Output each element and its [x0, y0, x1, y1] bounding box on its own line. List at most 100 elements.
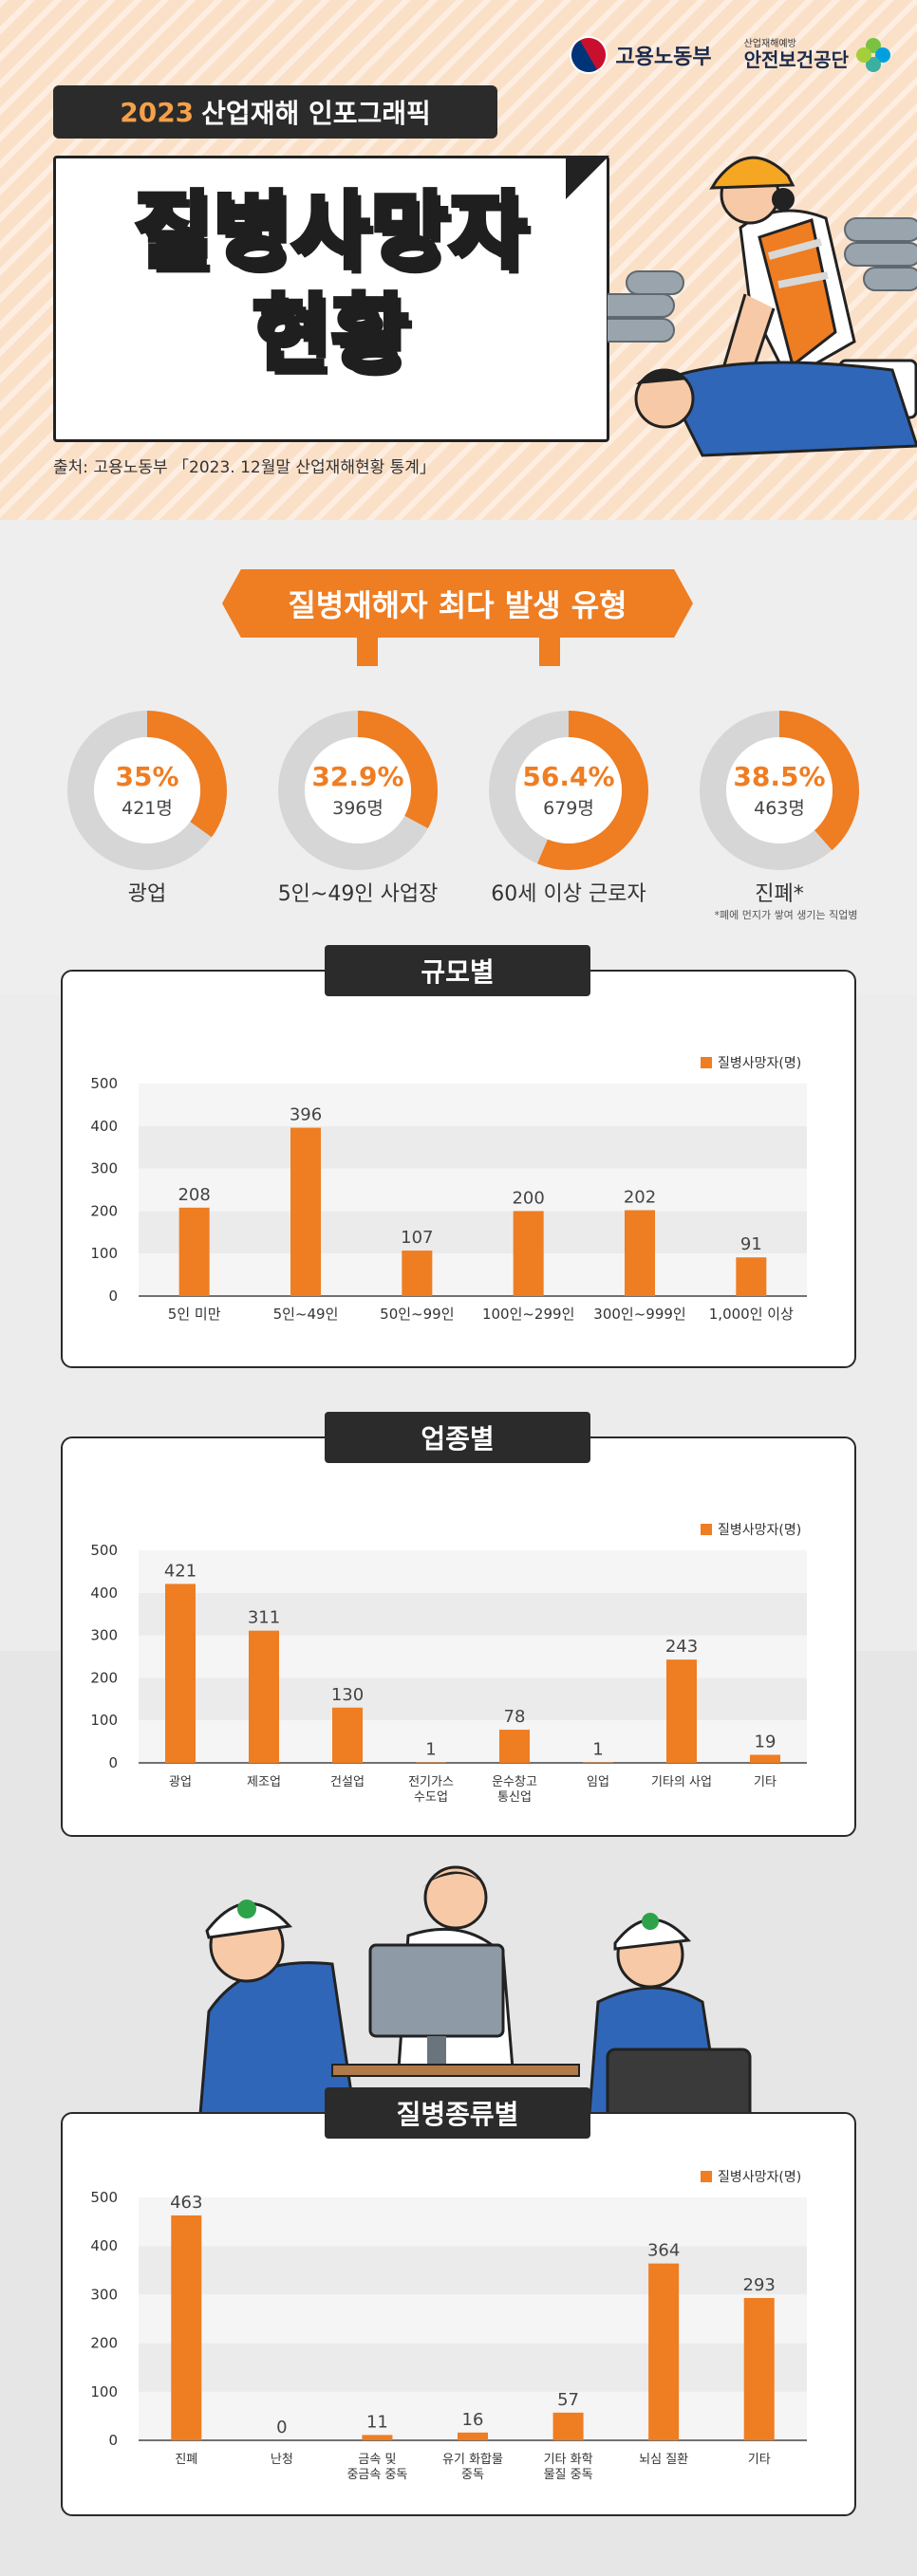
legend-swatch	[701, 1524, 712, 1535]
x-tick-label: 기타	[748, 2453, 771, 2467]
donut-percent: 38.5%	[733, 761, 826, 792]
scale-bar-chart: 0 100 200 300 400 500 208 5인 미만 396 5인~49인 107 50인~…	[90, 1075, 807, 1323]
monitor-icon	[331, 1943, 580, 2077]
donut-segment	[278, 711, 438, 870]
donut-percent: 35%	[115, 761, 179, 792]
y-tick-label: 100	[90, 1712, 118, 1729]
bar-value-label: 1	[425, 1740, 436, 1760]
type-donut: 32.9% 396명	[271, 704, 444, 877]
grid-band	[139, 1677, 807, 1721]
logos: 고용노동부 산업재해예방 안전보건공단	[563, 28, 890, 82]
bar	[743, 2297, 775, 2440]
donut-hole	[515, 737, 622, 843]
x-tick-label: 유기 화합물 중독	[442, 2453, 503, 2482]
x-tick-label: 난청	[271, 2453, 293, 2467]
donut-label: 진폐*	[755, 882, 804, 906]
bar-value-label: 91	[740, 1234, 762, 1254]
grid-band	[139, 1550, 807, 1593]
bar-value-label: 16	[462, 2410, 484, 2430]
grid-band	[139, 1084, 807, 1126]
bar-value-label: 463	[170, 2193, 202, 2213]
legend-swatch	[701, 2171, 712, 2182]
x-tick-label: 기타	[754, 1775, 777, 1789]
worker-coughing-icon	[197, 1900, 358, 2125]
donut-ring	[489, 711, 648, 870]
donut-ring	[67, 711, 227, 870]
grid-band	[139, 1168, 807, 1212]
y-tick-label: 200	[90, 1202, 118, 1219]
y-tick-label: 500	[90, 1542, 118, 1559]
donut-label: 5인~49인 사업장	[277, 882, 439, 906]
donut-segment	[67, 711, 227, 870]
bar-value-label: 396	[290, 1105, 322, 1125]
agency-subtitle: 산업재해예방	[743, 39, 796, 50]
taeguk-icon	[563, 28, 615, 82]
grid-band	[139, 1592, 807, 1636]
legend-label: 질병사망자(명)	[718, 1056, 802, 1071]
bar-value-label: 243	[665, 1637, 698, 1657]
type-donut: 56.4% 679명	[482, 704, 655, 877]
x-tick-label: 300인~999인	[593, 1306, 685, 1323]
infographic-year: 2023	[120, 96, 195, 128]
bar	[750, 1754, 780, 1763]
infographic-label: 2023 산업재해 인포그래픽	[53, 85, 497, 139]
donut-label: 광업	[127, 882, 167, 906]
page-title-line2: 현황	[251, 283, 411, 385]
y-tick-label: 300	[90, 1627, 118, 1644]
legend-swatch	[701, 1057, 712, 1068]
paper-fold	[566, 156, 609, 199]
bar-value-label: 202	[624, 1188, 656, 1208]
bar-value-label: 208	[178, 1185, 210, 1205]
donut-segment	[700, 711, 859, 870]
donut-label: 60세 이상 근로자	[491, 882, 646, 906]
donut-segment	[489, 711, 648, 870]
ministry-logo: 고용노동부	[563, 28, 712, 82]
donut-hole	[726, 737, 833, 843]
y-tick-label: 300	[90, 1160, 118, 1177]
disease-bar-chart: 0 100 200 300 400 500 463 진폐 0 난청 11 금속 및 중금속 중독 16 유기…	[90, 2189, 807, 2482]
bar	[165, 1584, 196, 1763]
scale-chart-title: 규모별	[325, 945, 590, 996]
x-tick-label: 제조업	[247, 1775, 281, 1789]
y-tick-label: 300	[90, 2286, 118, 2303]
bar	[171, 2215, 202, 2440]
bar	[178, 1207, 210, 1296]
y-tick-label: 400	[90, 1118, 118, 1135]
grid-band	[139, 1211, 807, 1254]
bar	[648, 2263, 680, 2440]
kosha-cross-icon	[856, 38, 890, 72]
donut-ring	[278, 711, 438, 870]
grid-band	[139, 1635, 807, 1678]
disease-chart-legend: 질병사망자(명)	[701, 2167, 801, 2186]
pipes-icon	[608, 217, 917, 343]
donut-hole	[94, 737, 200, 843]
grid-band	[139, 1253, 807, 1296]
bar	[458, 2432, 488, 2440]
bar	[625, 1210, 655, 1296]
x-tick-label: 진폐	[175, 2453, 197, 2467]
y-tick-label: 100	[90, 2383, 118, 2400]
grid-band	[139, 1720, 807, 1763]
bar-value-label: 1	[592, 1740, 603, 1760]
bar-value-label: 78	[504, 1707, 526, 1727]
worker-cpr-illustration	[608, 156, 917, 457]
bar-value-label: 57	[557, 2390, 579, 2410]
x-tick-label: 임업	[587, 1775, 609, 1789]
y-tick-label: 500	[90, 2189, 118, 2206]
y-tick-label: 200	[90, 2335, 118, 2352]
agency-logo: 산업재해예방 안전보건공단	[744, 38, 890, 72]
banner-leg-left	[357, 638, 378, 666]
donut-percent: 32.9%	[311, 761, 404, 792]
x-tick-label: 100인~299인	[482, 1306, 574, 1323]
grid-band	[139, 2294, 807, 2344]
donut-count: 463명	[754, 798, 805, 819]
bar-value-label: 11	[366, 2412, 388, 2432]
x-tick-label: 뇌심 질환	[639, 2453, 688, 2467]
donut-count: 396명	[332, 798, 384, 819]
legend-label: 질병사망자(명)	[718, 1523, 802, 1538]
x-tick-label: 건설업	[330, 1775, 365, 1789]
y-tick-label: 500	[90, 1075, 118, 1092]
x-tick-label: 5인~49인	[273, 1306, 339, 1323]
type-donut: 35% 421명	[61, 704, 234, 877]
bar-value-label: 107	[401, 1228, 433, 1248]
